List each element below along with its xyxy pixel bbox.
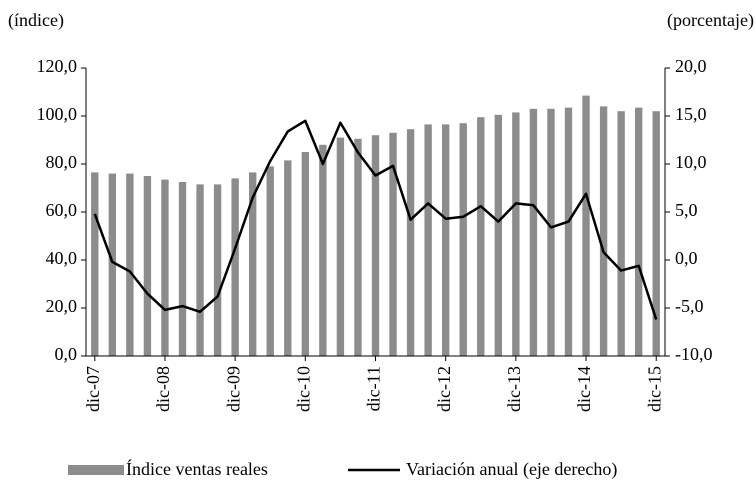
y2-tick-label: -5,0	[675, 296, 704, 316]
bar	[196, 184, 204, 356]
x-tick-label: dic-12	[434, 366, 454, 412]
x-tick-label: dic-07	[83, 366, 103, 412]
bar	[319, 144, 327, 356]
line	[93, 119, 658, 320]
bar	[424, 124, 432, 357]
bar	[301, 152, 310, 356]
x-tick-label: dic-10	[293, 366, 313, 412]
y-tick-label: 0,0	[55, 344, 78, 364]
bar	[547, 108, 555, 356]
y-axis-title: (índice)	[8, 10, 64, 31]
bar	[652, 111, 660, 356]
bar	[126, 173, 134, 356]
legend-label: Variación anual (eje derecho)	[406, 459, 617, 480]
bar	[406, 129, 415, 356]
y-tick-label: 20,0	[46, 296, 78, 316]
y-tick-label: 80,0	[46, 152, 78, 172]
bar	[284, 160, 292, 356]
bar	[389, 132, 397, 356]
bar	[441, 124, 450, 357]
bar	[564, 107, 573, 356]
bar	[248, 172, 257, 356]
bar	[494, 114, 503, 356]
bar	[617, 111, 625, 356]
bar	[477, 117, 485, 356]
bar	[231, 178, 239, 356]
legend-label: Índice ventas reales	[126, 458, 268, 479]
y2-tick-label: 0,0	[675, 248, 698, 268]
bar	[582, 95, 590, 356]
y-tick-label: 60,0	[46, 200, 78, 220]
bar	[599, 106, 608, 357]
y2-axis-title: (porcentaje)	[667, 10, 754, 31]
y-tick-label: 40,0	[46, 248, 78, 268]
x-tick-label: dic-13	[504, 366, 524, 412]
bar	[336, 137, 345, 356]
bar	[634, 107, 643, 356]
y-tick-label: 120,0	[37, 56, 78, 76]
x-tick-label: dic-14	[574, 366, 594, 412]
bar	[266, 166, 274, 356]
bar	[91, 172, 99, 356]
bar	[178, 182, 187, 356]
y2-tick-label: 5,0	[675, 200, 698, 220]
x-tick-label: dic-08	[153, 366, 173, 412]
bar	[529, 108, 538, 356]
bar	[459, 123, 467, 356]
y2-tick-label: 20,0	[675, 56, 707, 76]
bar	[354, 138, 362, 356]
legend-swatch	[68, 465, 124, 475]
y2-tick-label: 10,0	[675, 152, 707, 172]
x-tick-label: dic-09	[223, 366, 243, 412]
y2-tick-label: 15,0	[675, 104, 707, 124]
y-tick-label: 100,0	[37, 104, 78, 124]
bar	[108, 173, 117, 356]
x-tick-label: dic-15	[644, 366, 664, 412]
bar	[161, 179, 169, 356]
x-tick-label: dic-11	[364, 366, 384, 411]
bar	[143, 176, 152, 356]
bar	[213, 184, 222, 356]
y2-tick-label: -10,0	[675, 344, 713, 364]
bar	[371, 135, 380, 356]
bar	[512, 112, 520, 357]
